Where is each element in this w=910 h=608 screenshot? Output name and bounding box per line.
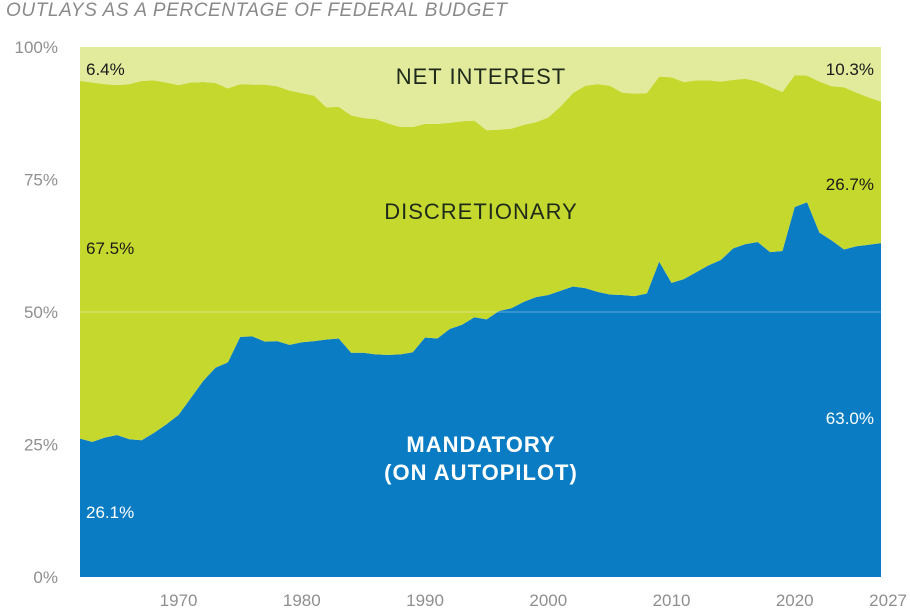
area-discretionary	[80, 75, 881, 442]
mandatory-start-value: 26.1%	[86, 503, 134, 522]
mandatory-label-line2: (ON AUTOPILOT)	[384, 460, 578, 485]
area-mandatory	[80, 202, 881, 578]
x-tick-label: 1980	[283, 591, 321, 608]
x-tick-label: 1990	[406, 591, 444, 608]
discretionary-label: DISCRETIONARY	[384, 199, 578, 224]
x-axis: 1970 1980 1990 2000 2010 2020 2027	[160, 591, 907, 608]
net-interest-label: NET INTEREST	[396, 64, 567, 89]
x-tick-label: 1970	[160, 591, 198, 608]
x-tick-label: 2010	[653, 591, 691, 608]
chart-title: OUTLAYS AS A PERCENTAGE OF FEDERAL BUDGE…	[6, 0, 508, 21]
net-interest-end-value: 10.3%	[826, 60, 874, 79]
y-tick-label: 50%	[24, 303, 58, 322]
y-axis: 0% 25% 50% 75% 100%	[15, 38, 58, 587]
mandatory-end-value: 63.0%	[826, 409, 874, 428]
discretionary-end-value: 26.7%	[826, 175, 874, 194]
y-tick-label: 75%	[24, 171, 58, 190]
y-tick-label: 0%	[33, 568, 58, 587]
area-net_interest	[80, 47, 881, 131]
x-tick-label: 2000	[529, 591, 567, 608]
areas-layer	[80, 47, 881, 578]
y-tick-label: 25%	[24, 436, 58, 455]
x-tick-label: 2020	[776, 591, 814, 608]
mandatory-label-line1: MANDATORY	[406, 432, 555, 457]
discretionary-start-value: 67.5%	[86, 239, 134, 258]
x-tick-label: 2027	[869, 591, 907, 608]
net-interest-start-value: 6.4%	[86, 60, 125, 79]
y-tick-label: 100%	[15, 38, 58, 57]
area-labels: NET INTEREST DISCRETIONARY MANDATORY (ON…	[384, 64, 578, 485]
value-labels: 6.4% 10.3% 67.5% 26.7% 26.1% 63.0%	[86, 60, 874, 522]
